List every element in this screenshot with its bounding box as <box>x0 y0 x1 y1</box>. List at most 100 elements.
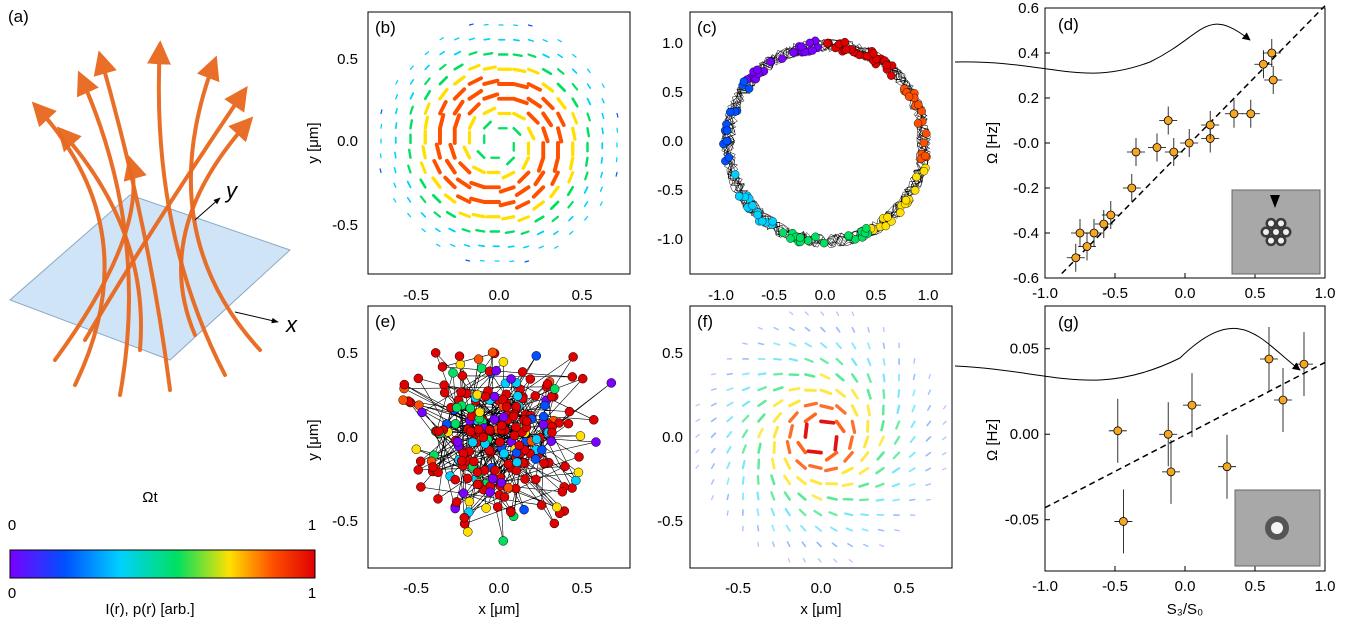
field-mark <box>925 436 932 442</box>
field-mark <box>453 50 462 56</box>
field-mark <box>567 200 574 209</box>
field-mark <box>835 388 846 398</box>
y-tick-label: 0.2 <box>1018 90 1039 107</box>
field-mark <box>845 527 854 532</box>
field-mark <box>867 342 871 350</box>
trajectory-point <box>490 465 500 476</box>
field-mark <box>803 422 809 439</box>
trajectory-point <box>589 415 599 425</box>
trajectory-point <box>514 440 525 451</box>
trajectory-point <box>497 420 507 431</box>
field-mark <box>801 541 807 548</box>
trajectory-point <box>766 57 775 67</box>
trajectory-point <box>457 371 468 381</box>
field-mark <box>393 166 397 174</box>
trajectory-point <box>498 412 509 422</box>
trajectory-point <box>517 367 528 377</box>
field-mark <box>804 357 814 363</box>
colorbar-bottom-min: 0 <box>8 585 16 602</box>
panel-c-ytick-4: -0.5 <box>657 182 683 199</box>
colorbar-top-max: 1 <box>308 517 316 534</box>
field-mark <box>393 198 397 203</box>
trajectory-point <box>883 213 892 222</box>
field-mark <box>695 403 701 407</box>
trajectory-point <box>411 444 422 454</box>
field-mark <box>550 170 560 186</box>
field-mark <box>536 155 546 173</box>
y-tick-label: -0.4 <box>1013 225 1039 242</box>
field-mark <box>756 508 760 517</box>
trajectory-point <box>564 406 575 417</box>
trajectory-point <box>464 496 475 507</box>
field-mark <box>795 459 807 470</box>
field-mark <box>710 432 717 438</box>
trajectory-point <box>448 368 458 378</box>
field-mark <box>586 68 591 74</box>
field-mark <box>925 451 932 457</box>
panel-c-ytick-3: 0.0 <box>662 133 683 150</box>
field-mark <box>820 326 826 333</box>
field-mark <box>841 482 854 487</box>
field-mark <box>798 508 807 517</box>
trajectory-point <box>881 221 891 231</box>
trajectory-point <box>413 465 424 475</box>
field-mark <box>568 215 574 222</box>
trajectory-point <box>398 395 408 405</box>
panel-g-plot: -1.0 -0.5 0.0 0.5 1.0 -0.05 0.00 0.05 <box>1005 327 1335 595</box>
field-mark <box>925 483 932 486</box>
field-mark <box>757 413 766 423</box>
cluster-particle-core <box>1283 229 1289 235</box>
field-mark <box>927 404 932 411</box>
field-mark <box>431 193 442 204</box>
field-mark <box>524 260 530 263</box>
field-mark <box>927 389 932 395</box>
field-mark <box>583 186 589 194</box>
field-mark <box>463 244 471 248</box>
field-mark <box>772 399 784 408</box>
field-mark <box>851 342 857 350</box>
field-mark <box>551 215 560 223</box>
field-mark <box>501 170 516 180</box>
field-mark <box>586 127 591 138</box>
field-mark <box>420 212 427 218</box>
field-mark <box>409 65 414 70</box>
trajectory-point <box>536 500 547 510</box>
field-mark <box>395 80 399 85</box>
panel-d-plot: -1.0 -0.5 0.0 0.5 1.0 -0.6 -0.4 -0.2 -0.0 0.2 0.4 0… <box>1013 0 1335 302</box>
field-mark <box>452 99 465 116</box>
panel-g-label: (g) <box>1058 313 1079 332</box>
data-point <box>1106 210 1116 220</box>
field-mark <box>393 182 397 188</box>
trajectory-point <box>521 416 532 426</box>
field-mark <box>438 113 446 131</box>
trajectory-point <box>496 477 507 488</box>
field-mark <box>409 78 415 85</box>
field-mark <box>844 512 854 517</box>
trajectory-point <box>466 411 477 421</box>
field-mark <box>879 544 885 548</box>
x-tick-label: -1.0 <box>1032 285 1058 302</box>
panel-d: -1.0 -0.5 0.0 0.5 1.0 -0.6 -0.4 -0.2 -0.0 0.2 0.4 0… <box>984 0 1335 302</box>
y-tick-label: -0.6 <box>1013 270 1039 287</box>
field-mark <box>424 77 431 86</box>
field-mark <box>710 373 717 376</box>
trajectory-point <box>549 518 560 529</box>
trajectory-point <box>451 497 462 507</box>
trajectory-point <box>456 456 467 466</box>
field-mark <box>482 106 497 116</box>
fit-line <box>1044 361 1326 509</box>
field-mark <box>875 482 885 488</box>
field-mark <box>695 418 701 423</box>
field-mark <box>784 507 791 517</box>
field-mark <box>926 420 932 427</box>
field-mark <box>556 82 567 93</box>
field-mark <box>453 75 466 86</box>
field-mark <box>532 200 545 211</box>
panel-b-ytick-mid: 0.0 <box>337 133 358 150</box>
field-mark <box>468 37 476 41</box>
field-mark <box>850 404 859 417</box>
arrow-streamline <box>188 55 262 352</box>
field-mark <box>498 200 516 208</box>
transverse-plane <box>9 194 291 361</box>
